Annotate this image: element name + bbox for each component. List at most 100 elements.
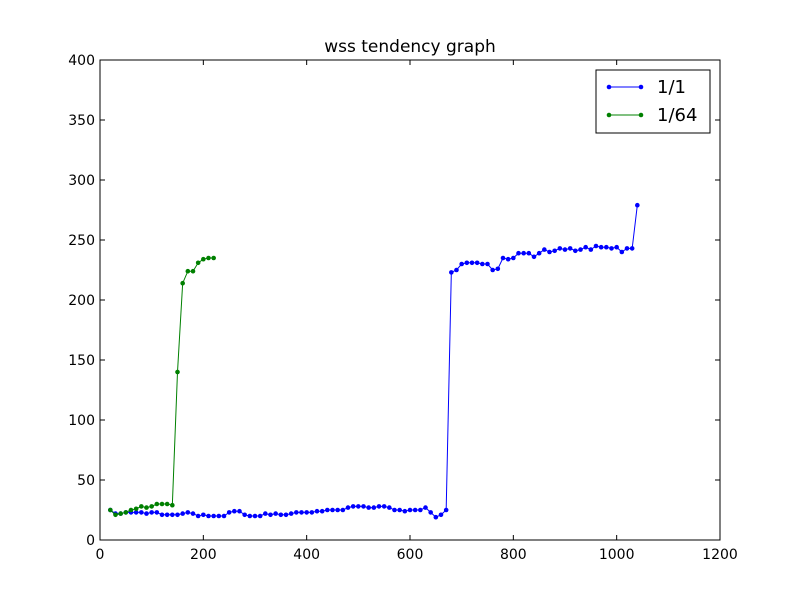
data-point-s0-67 xyxy=(454,267,459,273)
data-point-s0-102 xyxy=(635,202,640,208)
data-point-s0-8 xyxy=(149,510,154,515)
data-point-s0-33 xyxy=(278,512,284,518)
data-point-s0-26 xyxy=(242,512,247,518)
data-point-s0-50 xyxy=(366,505,371,510)
legend-marker-2b xyxy=(638,112,644,118)
data-point-s0-70 xyxy=(469,260,475,266)
data-point-s0-14 xyxy=(180,511,185,516)
data-point-s0-59 xyxy=(412,507,418,513)
data-point-s0-44 xyxy=(335,507,340,513)
data-point-s0-92 xyxy=(583,244,588,250)
data-point-s0-23 xyxy=(226,510,232,515)
data-point-s0-86 xyxy=(552,248,557,254)
y-tick-label-7: 350 xyxy=(68,113,95,129)
data-point-s0-64 xyxy=(438,512,444,518)
data-point-s0-13 xyxy=(175,512,180,518)
data-point-s0-83 xyxy=(536,250,542,256)
data-point-s0-56 xyxy=(397,507,402,513)
y-tick-label-3: 150 xyxy=(68,353,95,369)
data-point-s0-47 xyxy=(350,504,356,509)
data-point-s0-78 xyxy=(511,255,516,261)
data-point-s0-46 xyxy=(345,505,351,510)
data-point-s0-31 xyxy=(268,512,273,518)
x-tick-label-1: 200 xyxy=(190,547,217,563)
data-point-s1-10 xyxy=(159,501,165,507)
data-point-s0-29 xyxy=(257,513,263,519)
data-point-s0-15 xyxy=(185,510,191,515)
data-point-s0-27 xyxy=(247,513,253,519)
data-point-s0-76 xyxy=(500,255,506,261)
data-point-s0-34 xyxy=(283,512,289,518)
legend-marker-1b xyxy=(638,84,644,90)
y-tick-label-2: 100 xyxy=(68,413,95,429)
data-point-s1-2 xyxy=(118,511,123,516)
data-point-s0-93 xyxy=(588,247,594,252)
data-point-s0-99 xyxy=(619,249,625,255)
data-point-s0-62 xyxy=(428,510,433,515)
data-point-s1-9 xyxy=(154,501,160,507)
data-point-s0-79 xyxy=(516,250,521,256)
data-point-s0-98 xyxy=(614,244,619,250)
legend-box xyxy=(595,69,711,134)
data-point-s0-52 xyxy=(376,504,382,509)
data-point-s0-45 xyxy=(340,507,346,513)
data-point-s0-84 xyxy=(542,247,547,252)
data-point-s0-53 xyxy=(381,504,387,509)
data-point-s0-40 xyxy=(314,508,320,514)
data-point-s0-95 xyxy=(598,244,604,250)
data-point-s1-14 xyxy=(180,280,185,286)
data-point-s0-75 xyxy=(495,266,501,272)
data-point-s0-54 xyxy=(387,505,392,510)
data-point-s0-58 xyxy=(407,507,413,513)
legend-label-1: 1/1 xyxy=(657,77,686,98)
data-point-s0-82 xyxy=(531,254,537,260)
data-point-s0-22 xyxy=(221,513,227,519)
data-point-s0-17 xyxy=(195,513,201,519)
data-point-s0-24 xyxy=(232,508,237,514)
data-point-s0-55 xyxy=(392,507,397,513)
data-point-s0-87 xyxy=(557,246,563,251)
data-point-s1-7 xyxy=(144,505,149,510)
data-point-s0-9 xyxy=(154,510,160,515)
data-point-s0-35 xyxy=(288,511,294,516)
data-point-s0-28 xyxy=(252,513,258,519)
data-point-s0-30 xyxy=(263,511,268,516)
y-tick-label-0: 0 xyxy=(86,533,95,549)
legend-marker-2 xyxy=(606,112,612,118)
data-point-s0-10 xyxy=(159,512,165,518)
data-point-s0-94 xyxy=(593,243,599,249)
data-point-s0-81 xyxy=(526,250,532,256)
data-point-s0-39 xyxy=(309,510,315,515)
data-point-s1-15 xyxy=(185,268,191,274)
data-point-s1-19 xyxy=(206,255,211,261)
legend: 1/1 1/64 xyxy=(595,69,711,134)
data-point-s1-11 xyxy=(164,501,170,507)
data-point-s0-80 xyxy=(521,250,526,256)
data-point-s0-71 xyxy=(474,260,480,266)
data-point-s1-4 xyxy=(128,507,134,513)
x-tick-label-0: 0 xyxy=(96,547,105,563)
x-tick-label-5: 1000 xyxy=(599,547,635,563)
y-tick-label-4: 200 xyxy=(68,293,95,309)
data-point-s0-18 xyxy=(201,512,206,518)
data-point-s0-16 xyxy=(190,511,196,516)
data-point-s1-12 xyxy=(170,502,175,508)
data-point-s1-20 xyxy=(211,255,216,261)
data-point-s0-7 xyxy=(144,511,149,516)
data-point-s0-66 xyxy=(449,270,454,275)
data-point-s0-69 xyxy=(464,260,470,266)
data-point-s0-63 xyxy=(433,514,439,520)
data-point-s0-65 xyxy=(443,507,449,513)
data-point-s0-73 xyxy=(485,261,490,267)
y-tick-label-5: 250 xyxy=(68,233,95,249)
y-tick-label-6: 300 xyxy=(68,173,95,189)
data-point-s0-20 xyxy=(211,513,216,519)
data-point-s1-16 xyxy=(190,268,196,274)
data-point-s0-88 xyxy=(562,247,568,252)
data-point-s0-91 xyxy=(578,247,583,252)
x-tick-label-4: 800 xyxy=(500,547,527,563)
data-point-s0-61 xyxy=(423,505,428,510)
data-point-s0-11 xyxy=(164,512,170,518)
data-point-s0-21 xyxy=(216,513,222,519)
data-point-s0-100 xyxy=(624,246,630,251)
